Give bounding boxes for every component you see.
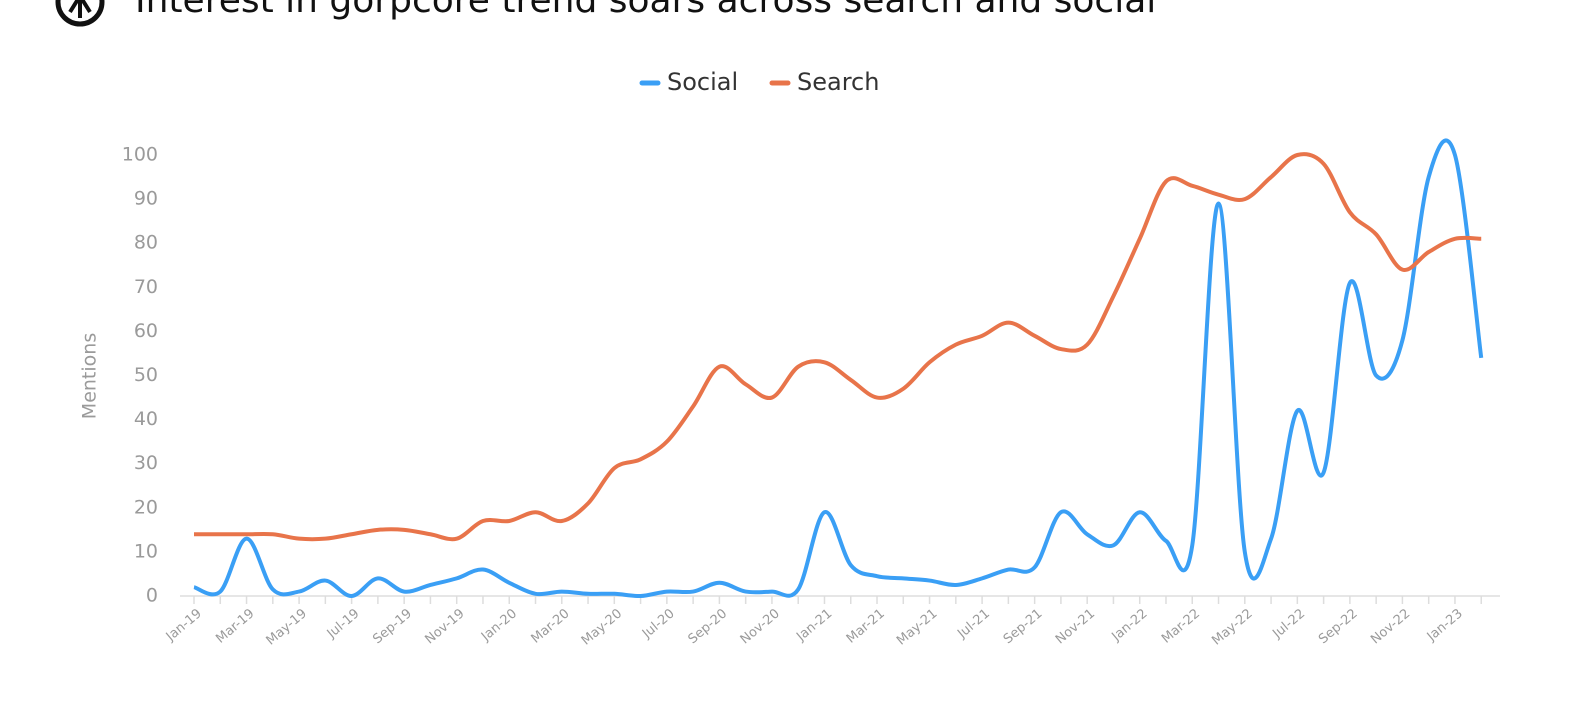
x-tick-label: Jan-19 (163, 606, 205, 645)
x-tick-label: Nov-21 (1053, 606, 1098, 647)
x-tick-label: Jul-21 (954, 606, 993, 642)
x-tick-label: Mar-19 (213, 606, 257, 646)
y-tick-label: 10 (134, 540, 158, 562)
x-tick-label: Mar-22 (1159, 606, 1203, 646)
y-tick-label: 90 (134, 188, 158, 210)
series-line (194, 152, 1482, 542)
x-tick-label: May-20 (579, 606, 625, 648)
chart-title: Interest in gorpcore trend soars across … (135, 0, 1156, 21)
y-tick-label: 50 (134, 364, 158, 386)
legend-label: Social (667, 68, 738, 96)
x-tick-label: Nov-19 (422, 606, 467, 647)
x-tick-label: Mar-20 (529, 606, 573, 646)
x-tick-label: Jan-22 (1109, 606, 1151, 645)
x-tick-label: Mar-21 (844, 606, 888, 646)
x-tick-label: May-21 (894, 606, 940, 648)
x-tick-label: Sep-20 (686, 606, 731, 647)
y-tick-label: 30 (134, 452, 158, 474)
x-tick-label: Jan-21 (793, 606, 835, 645)
y-axis-label: Mentions (79, 333, 101, 419)
x-tick-label: May-22 (1209, 606, 1255, 648)
x-tick-label: Nov-20 (738, 606, 783, 647)
y-tick-label: 0 (146, 585, 158, 607)
x-tick-label: Sep-22 (1316, 606, 1361, 647)
logo-icon (55, 0, 105, 27)
x-tick-label: Jul-19 (324, 606, 363, 642)
x-tick-label: Jan-23 (1424, 606, 1466, 645)
x-tick-label: Sep-19 (370, 606, 415, 647)
y-tick-label: 70 (134, 276, 158, 298)
x-tick-label: Jul-20 (639, 606, 678, 642)
x-tick-label: Jul-22 (1269, 606, 1308, 642)
series-line (193, 138, 1484, 599)
x-tick-label: May-19 (264, 606, 310, 648)
legend-label: Search (797, 68, 879, 96)
y-tick-label: 40 (134, 408, 158, 430)
x-tick-label: Jan-20 (478, 606, 520, 645)
y-tick-label: 80 (134, 232, 158, 254)
y-tick-label: 20 (134, 496, 158, 518)
y-tick-label: 100 (122, 144, 158, 166)
y-tick-label: 60 (134, 320, 158, 342)
x-tick-label: Nov-22 (1368, 606, 1413, 647)
x-tick-label: Sep-21 (1001, 606, 1046, 647)
